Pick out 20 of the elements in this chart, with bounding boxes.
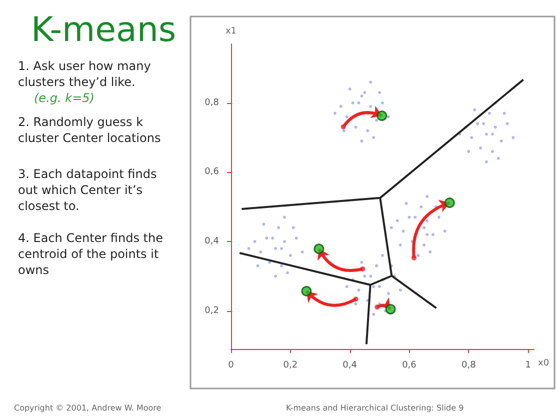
x-tick-label: 0,8 (461, 360, 476, 370)
y-tick-label: 0,2 (204, 306, 219, 316)
x-tick-label: 0,6 (402, 360, 417, 370)
y-tick-label: 0,8 (204, 98, 220, 108)
y-tick-label: 0,4 (204, 236, 220, 247)
text: 2. Randomly guess k cluster Center locations (18, 115, 161, 145)
x-tick-label: 0,4 (342, 360, 358, 370)
x-tick-label: 1 (525, 360, 531, 370)
text: 1. Ask user how many clusters they’d like. (18, 59, 155, 89)
y-axis-title: x1 (225, 26, 237, 36)
x-tick-label: 0,2 (283, 360, 298, 370)
text: K-means and Hierarchical Clustering: Slide 9 (286, 404, 464, 412)
x-axis-title: x0 (538, 358, 550, 368)
y-tick-label: 0,6 (204, 167, 220, 178)
text: 3. Each datapoint finds out which Center it’s closest to. (18, 167, 161, 213)
text: 4. Each Center finds the centroid of the points it owns (18, 231, 167, 277)
x-tick-label: 0 (228, 360, 234, 370)
chart-title: K-means (31, 10, 176, 50)
text: (e.g. k=5) (34, 91, 94, 105)
text: Copyright © 2001, Andrew W. Moore (14, 404, 162, 412)
